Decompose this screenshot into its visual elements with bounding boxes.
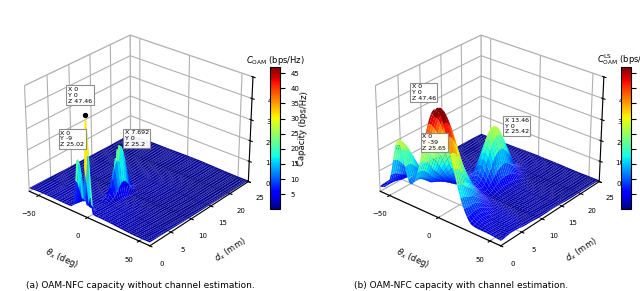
Y-axis label: $d_x$ (mm): $d_x$ (mm) — [563, 235, 600, 265]
X-axis label: $\theta_x$ (deg): $\theta_x$ (deg) — [44, 245, 81, 271]
Title: $C_\mathrm{OAM}^\mathrm{LS}$ (bps/Hz): $C_\mathrm{OAM}^\mathrm{LS}$ (bps/Hz) — [597, 52, 640, 67]
Text: (a) OAM-NFC capacity without channel estimation.: (a) OAM-NFC capacity without channel est… — [26, 281, 255, 290]
Title: $C_\mathrm{OAM}$ (bps/Hz): $C_\mathrm{OAM}$ (bps/Hz) — [246, 54, 305, 67]
Text: (b) OAM-NFC capacity with channel estimation.: (b) OAM-NFC capacity with channel estima… — [354, 281, 568, 290]
X-axis label: $\theta_x$ (deg): $\theta_x$ (deg) — [394, 245, 431, 271]
Y-axis label: $d_x$ (mm): $d_x$ (mm) — [212, 235, 250, 265]
